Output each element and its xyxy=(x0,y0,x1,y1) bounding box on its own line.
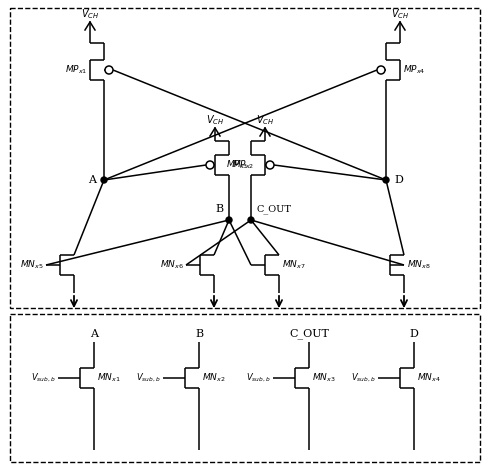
Text: C_OUT: C_OUT xyxy=(256,204,291,214)
Text: $V_{sub,b}$: $V_{sub,b}$ xyxy=(31,372,56,384)
Text: $V_{CH}$: $V_{CH}$ xyxy=(81,7,99,21)
Text: A: A xyxy=(88,175,96,185)
Text: B: B xyxy=(195,329,203,339)
Text: $MP_{x1}$: $MP_{x1}$ xyxy=(65,64,87,76)
Circle shape xyxy=(266,161,274,169)
Text: $MN_{x1}$: $MN_{x1}$ xyxy=(97,372,121,384)
Text: $MN_{x6}$: $MN_{x6}$ xyxy=(160,259,184,271)
Text: $V_{CH}$: $V_{CH}$ xyxy=(206,113,224,127)
Text: $MN_{x8}$: $MN_{x8}$ xyxy=(407,259,431,271)
Circle shape xyxy=(226,217,232,223)
Circle shape xyxy=(377,66,385,74)
Text: A: A xyxy=(90,329,98,339)
Text: $MP_{x3}$: $MP_{x3}$ xyxy=(225,159,248,171)
Text: $MN_{x4}$: $MN_{x4}$ xyxy=(417,372,441,384)
Circle shape xyxy=(206,161,214,169)
Text: C_OUT: C_OUT xyxy=(289,328,329,339)
Text: $V_{sub,b}$: $V_{sub,b}$ xyxy=(246,372,271,384)
Text: $MN_{x5}$: $MN_{x5}$ xyxy=(20,259,44,271)
Text: $V_{CH}$: $V_{CH}$ xyxy=(256,113,274,127)
Text: $MN_{x3}$: $MN_{x3}$ xyxy=(312,372,336,384)
Circle shape xyxy=(383,177,389,183)
Text: $V_{sub,b}$: $V_{sub,b}$ xyxy=(351,372,376,384)
Circle shape xyxy=(101,177,107,183)
Text: $MP_{x2}$: $MP_{x2}$ xyxy=(232,159,254,171)
Circle shape xyxy=(248,217,254,223)
Circle shape xyxy=(105,66,113,74)
Text: $MP_{x4}$: $MP_{x4}$ xyxy=(403,64,425,76)
Text: $V_{sub,b}$: $V_{sub,b}$ xyxy=(136,372,161,384)
Text: D: D xyxy=(410,329,418,339)
Text: $MN_{x2}$: $MN_{x2}$ xyxy=(202,372,225,384)
Text: D: D xyxy=(394,175,403,185)
Text: $V_{CH}$: $V_{CH}$ xyxy=(391,7,409,21)
Text: B: B xyxy=(216,204,224,214)
Text: $MN_{x7}$: $MN_{x7}$ xyxy=(282,259,306,271)
